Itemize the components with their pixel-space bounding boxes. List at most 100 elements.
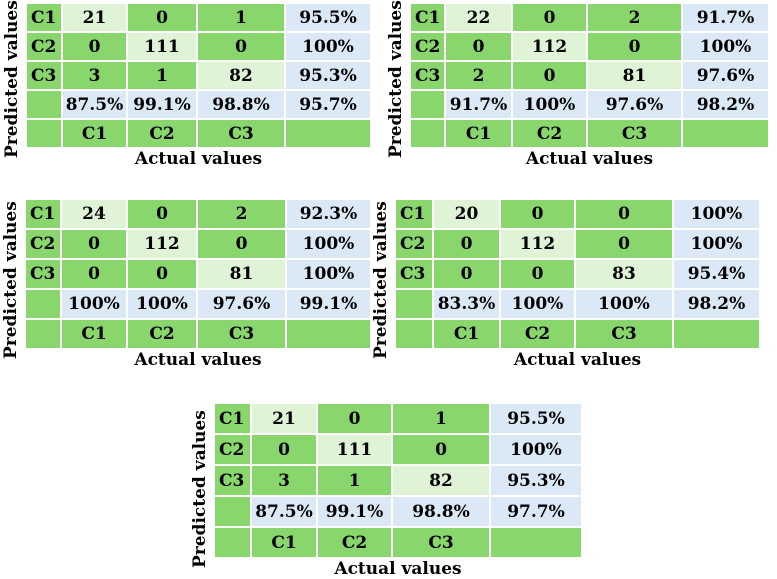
empty-corner-cell [490,527,582,558]
column-label: C1 [61,319,127,349]
matrix-cell: 111 [127,32,197,61]
y-axis-label: Predicted values [371,201,391,359]
column-percent: 100% [61,289,127,319]
row-label: C3 [395,259,433,289]
row-percent: 95.3% [490,465,582,496]
column-percent: 99.1% [127,90,197,119]
row-label: C2 [26,32,62,61]
overall-accuracy: 98.2% [682,90,769,119]
matrix-cell: 112 [127,229,197,259]
empty-corner-cell [285,119,371,148]
matrix-cell: 0 [197,229,286,259]
matrix-cell: 0 [500,199,575,229]
y-axis-label: Predicted values [386,0,406,158]
matrix-grid: C1 21 0 1 95.5% C2 0 111 0 100% C3 3 1 82 95.3% 87.5% 99… [26,3,371,148]
matrix-cell: 0 [512,61,587,90]
x-axis-label: Actual values [134,149,263,169]
overall-accuracy: 97.7% [490,496,582,527]
empty-corner-cell [25,289,61,319]
matrix-cell: 0 [575,229,673,259]
row-label: C3 [26,61,62,90]
matrix-cell: 111 [317,434,392,465]
matrix-grid: C1 22 0 2 91.7% C2 0 112 0 100% C3 2 0 81 97.6% 91.7% 10… [410,3,769,148]
column-percent: 97.6% [587,90,682,119]
overall-accuracy: 99.1% [286,289,371,319]
row-percent: 100% [673,199,760,229]
row-percent: 95.3% [285,61,371,90]
matrix-cell: 24 [61,199,127,229]
matrix-cell: 0 [127,259,197,289]
matrix-cell: 0 [127,199,197,229]
matrix-cell: 81 [197,259,286,289]
column-label: C1 [433,319,500,349]
matrix-grid: C1 24 0 2 92.3% C2 0 112 0 100% C3 0 0 81 100% 100% 100%… [25,199,371,349]
row-label: C2 [410,32,445,61]
matrix-cell: 0 [500,259,575,289]
y-axis-label: Predicted values [1,201,21,359]
column-label: C3 [575,319,673,349]
empty-corner-cell [395,319,433,349]
row-label: C3 [25,259,61,289]
row-percent: 97.6% [682,61,769,90]
column-percent: 87.5% [62,90,127,119]
matrix-cell: 1 [392,403,490,434]
row-percent: 100% [490,434,582,465]
matrix-cell: 2 [587,3,682,32]
row-percent: 91.7% [682,3,769,32]
matrix-cell: 0 [251,434,317,465]
empty-corner-cell [410,119,445,148]
empty-corner-cell [26,119,62,148]
x-axis-label: Actual values [334,559,462,579]
row-label: C1 [395,199,433,229]
row-label: C2 [214,434,251,465]
row-label: C1 [25,199,61,229]
row-percent: 95.5% [285,3,371,32]
matrix-cell: 0 [445,32,512,61]
column-percent: 83.3% [433,289,500,319]
empty-corner-cell [286,319,371,349]
matrix-cell: 0 [512,3,587,32]
matrix-cell: 112 [512,32,587,61]
matrix-cell: 82 [197,61,285,90]
column-label: C2 [127,119,197,148]
matrix-cell: 0 [587,32,682,61]
x-axis-label: Actual values [513,350,642,370]
column-label: C1 [62,119,127,148]
column-label: C3 [392,527,490,558]
row-percent: 95.5% [490,403,582,434]
row-percent: 95.4% [673,259,760,289]
row-label: C3 [214,465,251,496]
column-percent: 91.7% [445,90,512,119]
matrix-cell: 82 [392,465,490,496]
matrix-cell: 0 [433,259,500,289]
column-percent: 100% [500,289,575,319]
column-label: C3 [587,119,682,148]
matrix-cell: 0 [392,434,490,465]
empty-corner-cell [673,319,760,349]
column-percent: 100% [127,289,197,319]
overall-accuracy: 95.7% [285,90,371,119]
column-percent: 99.1% [317,496,392,527]
column-label: C3 [197,119,285,148]
column-label: C1 [251,527,317,558]
y-axis-label: Predicted values [190,410,210,568]
row-label: C1 [26,3,62,32]
x-axis-label: Actual values [134,350,262,370]
column-percent: 98.8% [197,90,285,119]
column-percent: 100% [512,90,587,119]
empty-corner-cell [26,90,62,119]
row-label: C2 [25,229,61,259]
matrix-cell: 83 [575,259,673,289]
matrix-grid: C1 21 0 1 95.5% C2 0 111 0 100% C3 3 1 82 95.3% 87.5% 99… [214,403,582,558]
matrix-cell: 3 [62,61,127,90]
matrix-cell: 3 [251,465,317,496]
matrix-cell: 1 [197,3,285,32]
row-percent: 100% [286,229,371,259]
matrix-cell: 0 [317,403,392,434]
matrix-cell: 0 [61,229,127,259]
matrix-cell: 0 [433,229,500,259]
overall-accuracy: 98.2% [673,289,760,319]
row-percent: 92.3% [286,199,371,229]
matrix-cell: 2 [445,61,512,90]
matrix-cell: 81 [587,61,682,90]
